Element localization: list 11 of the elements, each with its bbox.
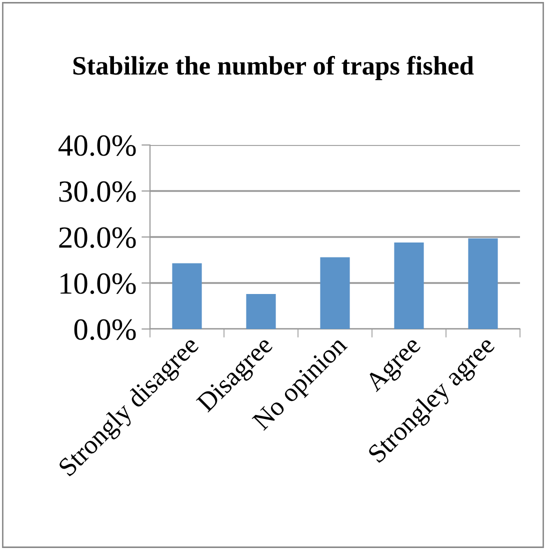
y-tick-label: 20.0% (59, 227, 136, 248)
chart-title: Stabilize the number of traps fished (73, 56, 474, 80)
y-tick-label: 40.0% (58, 135, 136, 156)
bar (320, 257, 350, 329)
bar (172, 263, 202, 329)
y-tick-label: 30.0% (59, 181, 136, 202)
bar (468, 238, 498, 329)
y-tick-label: 10.0% (60, 273, 136, 294)
bar (394, 242, 424, 329)
bar (246, 294, 276, 329)
y-tick-label: 0.0% (74, 319, 136, 340)
